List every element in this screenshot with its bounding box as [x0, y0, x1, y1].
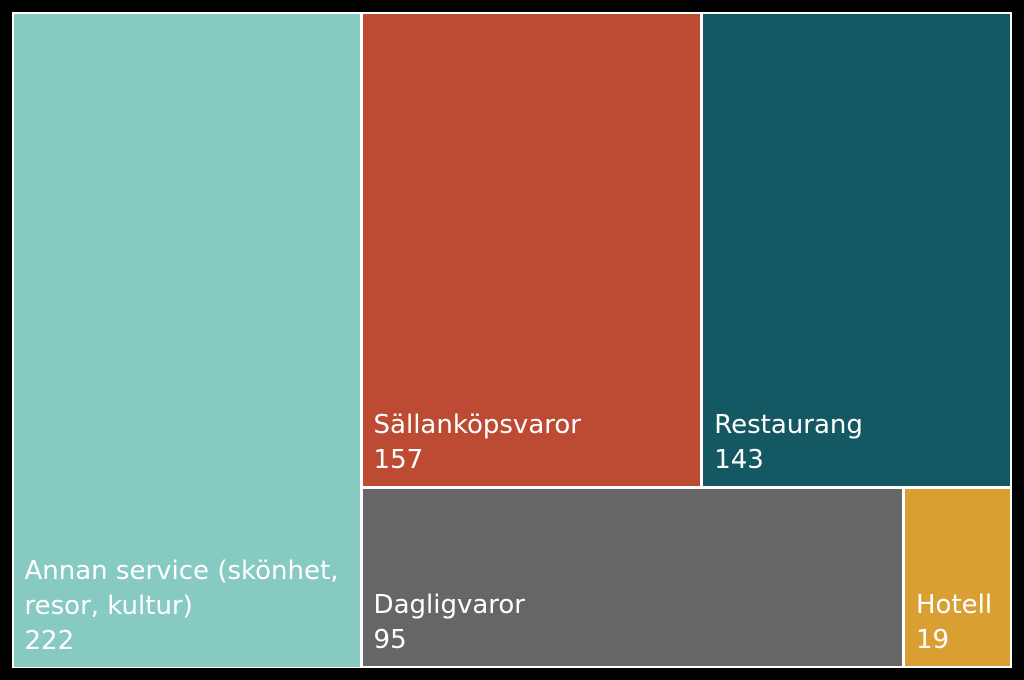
treemap-tile: Annan service (skönhet, resor, kultur) 2… — [13, 13, 360, 667]
tile-category-name: Restaurang — [714, 409, 863, 440]
treemap-tile: Sällanköpsvaror 157 — [362, 13, 701, 486]
tile-value-label: 143 — [714, 444, 764, 475]
tile-value-label: 19 — [916, 625, 950, 656]
tile-value-label: 222 — [24, 625, 75, 656]
tile-value-label: 95 — [373, 625, 407, 656]
tile-category-name: Hotell — [916, 590, 993, 621]
tile-category-name: Sällanköpsvaror — [373, 409, 581, 440]
treemap-area: Annan service (skönhet, resor, kultur) 2… — [12, 12, 1012, 668]
treemap-tile: Restaurang 143 — [703, 13, 1011, 486]
tile-category-name: Dagligvaror — [373, 590, 525, 621]
treemap-tile: Hotell 19 — [905, 488, 1011, 667]
tile-label: Restaurang 143 — [714, 408, 1002, 478]
treemap-tile: Dagligvaror 95 — [362, 488, 902, 667]
tile-label: Sällanköpsvaror 157 — [374, 408, 693, 478]
tile-label: Hotell 19 — [916, 588, 1002, 658]
tile-label: Annan service (skönhet, resor, kultur) 2… — [25, 554, 352, 659]
tile-label: Dagligvaror 95 — [374, 588, 894, 658]
tile-value-label: 157 — [373, 444, 424, 475]
tile-category-name: Annan service (skönhet, resor, kultur) — [24, 555, 339, 621]
